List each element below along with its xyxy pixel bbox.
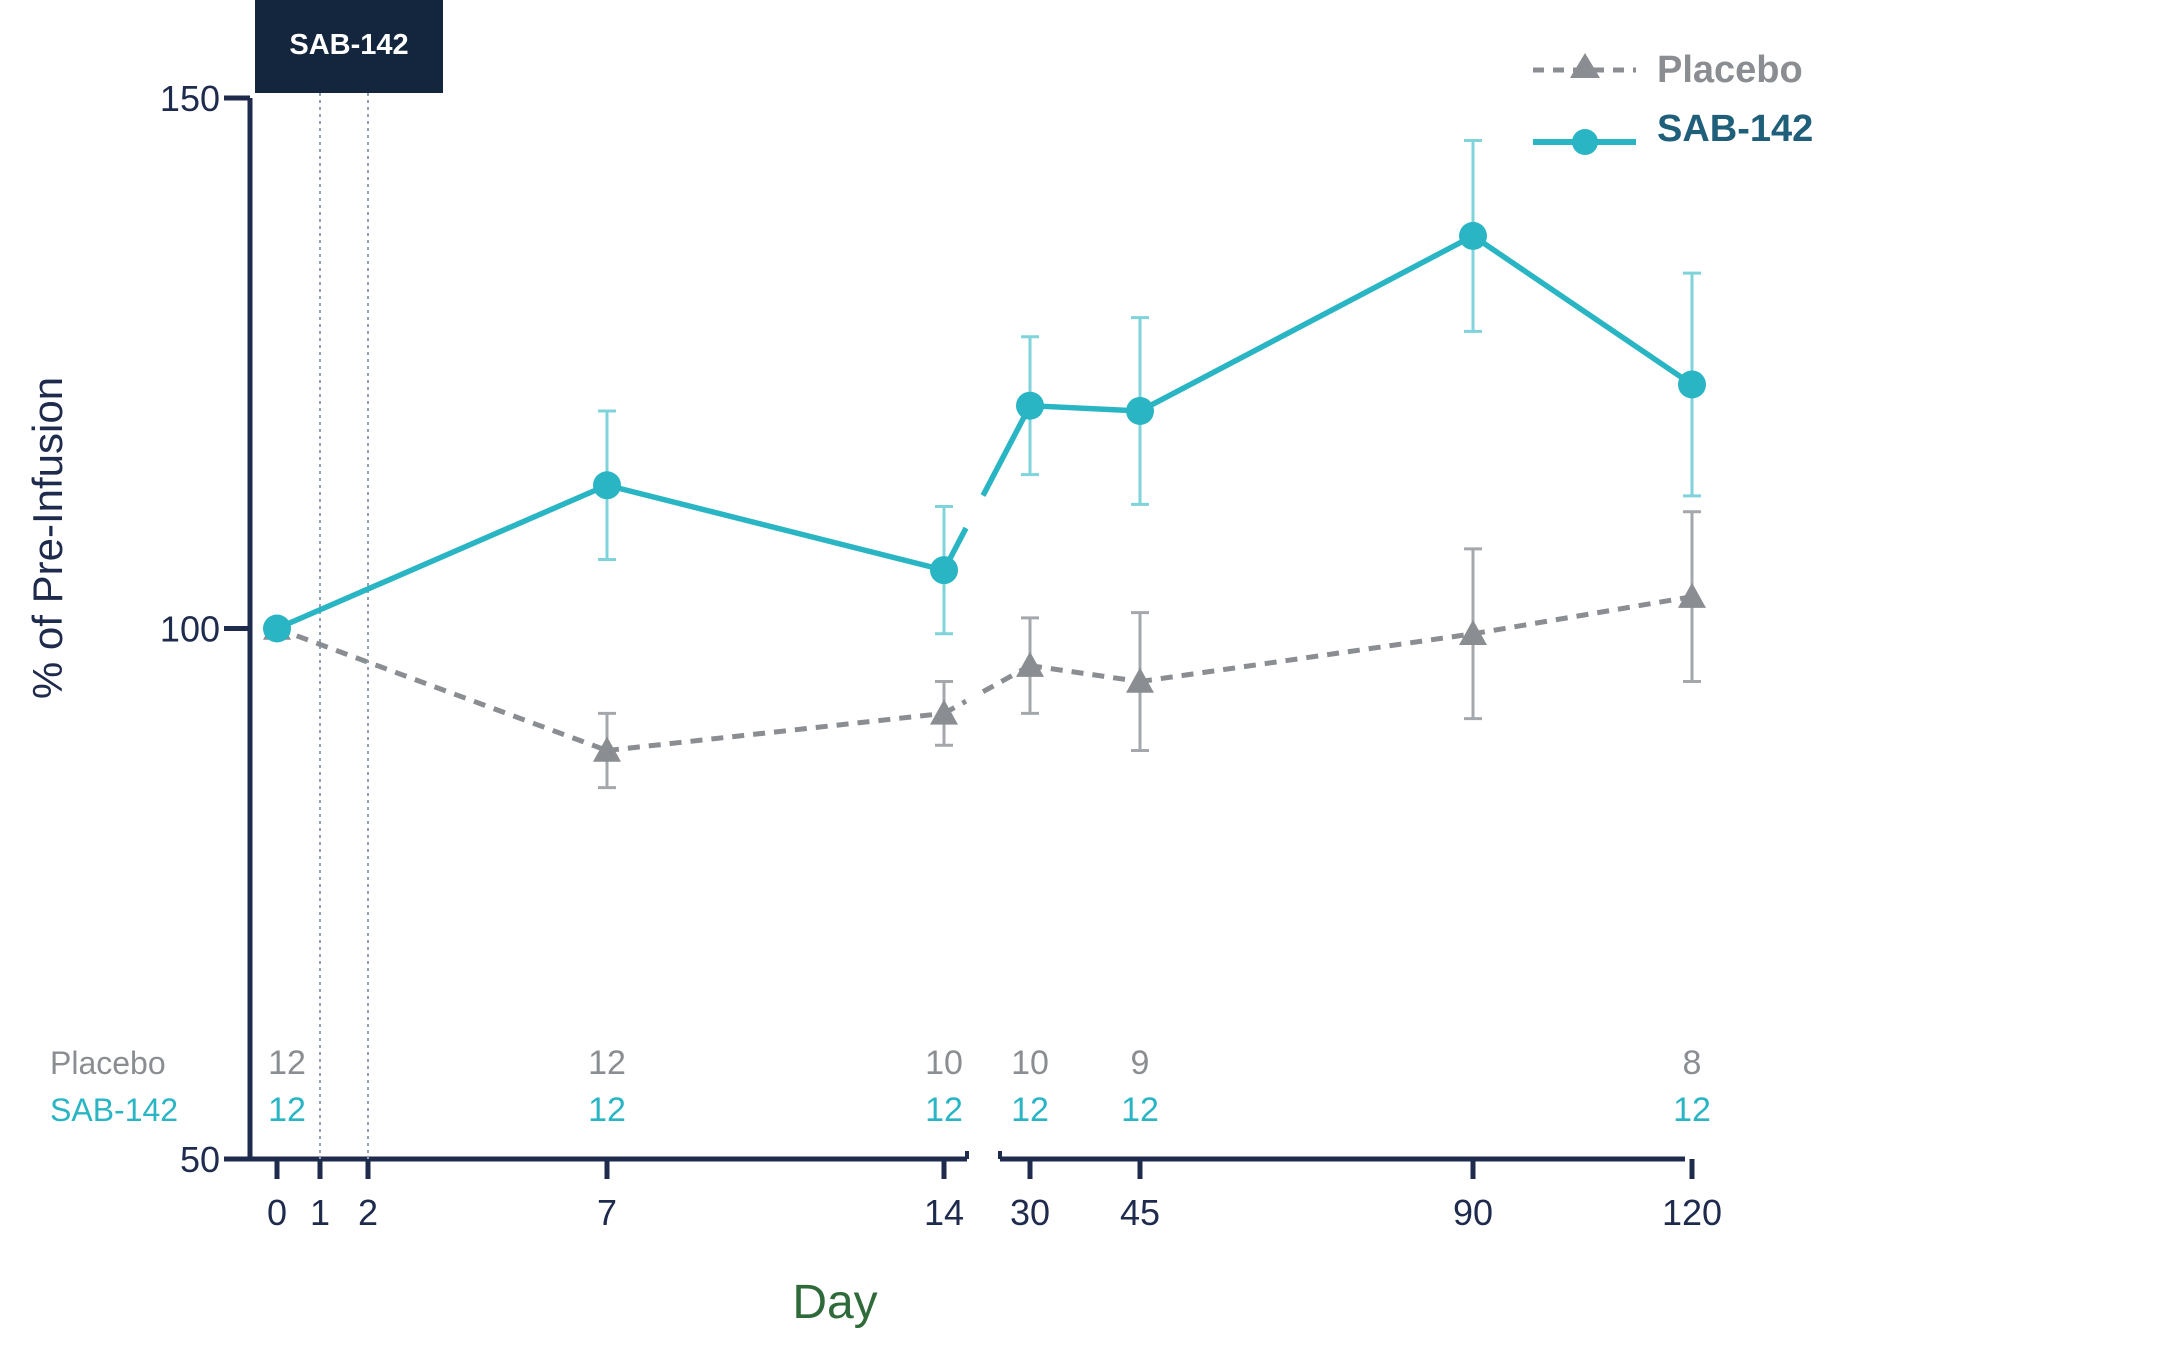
placebo-point [930, 699, 958, 725]
x-tick-label: 120 [1662, 1192, 1722, 1233]
sab-n-count: 12 [1121, 1091, 1159, 1129]
sab-n-count: 12 [268, 1091, 306, 1129]
sab-line-segment [1138, 233, 1475, 414]
n-row-label-placebo: Placebo [50, 1045, 166, 1081]
sab-line-segment [1471, 233, 1694, 387]
sab-n-count: 12 [588, 1091, 626, 1129]
x-tick-label: 2 [358, 1192, 378, 1233]
x-tick-label: 45 [1120, 1192, 1160, 1233]
x-tick-label: 0 [267, 1192, 287, 1233]
x-tick-label: 30 [1010, 1192, 1050, 1233]
x-tick-label: 90 [1453, 1192, 1493, 1233]
dosing-banner [255, 0, 443, 93]
placebo-n-count: 10 [925, 1044, 963, 1082]
sab-n-count: 12 [1011, 1091, 1049, 1129]
legend: Placebo SAB-142 [1533, 49, 1813, 155]
y-tick-label: 150 [160, 78, 220, 119]
x-axis-label: Day [792, 1276, 877, 1329]
sab-point [1126, 396, 1154, 425]
sab-line-segment [980, 404, 1033, 497]
sab-point [263, 614, 291, 643]
legend-sab-marker [1572, 129, 1598, 155]
placebo-point [1016, 651, 1044, 677]
x-tick-label: 14 [924, 1192, 964, 1233]
placebo-line-segment [1029, 663, 1141, 685]
legend-placebo-label: Placebo [1657, 49, 1803, 91]
sab-point [930, 556, 958, 585]
legend-sab-label: SAB-142 [1657, 108, 1813, 150]
placebo-line-segment [1139, 631, 1474, 685]
placebo-line-segment [606, 710, 945, 753]
sab-point [1016, 391, 1044, 420]
placebo-line-segment [1472, 594, 1693, 637]
dosing-banner-label: SAB-142 [289, 29, 408, 61]
placebo-n-count: 10 [1011, 1044, 1049, 1082]
placebo-point [1459, 619, 1487, 646]
sab-line-segment [275, 482, 609, 632]
placebo-point [1678, 582, 1706, 608]
placebo-n-count: 9 [1131, 1044, 1150, 1082]
placebo-n-count: 12 [268, 1044, 306, 1082]
sab-line-segment [606, 482, 945, 573]
sab-point [1459, 221, 1487, 250]
y-tick-label: 50 [180, 1139, 220, 1180]
placebo-point [1126, 667, 1154, 693]
placebo-line-segment [276, 626, 608, 753]
sab-n-count: 12 [1673, 1091, 1711, 1129]
n-row-label-sab: SAB-142 [50, 1092, 178, 1128]
x-tick-label: 1 [310, 1192, 330, 1233]
sab-point [1678, 370, 1706, 399]
y-axis-label: % of Pre-Infusion [24, 377, 71, 699]
x-tick-label: 7 [597, 1192, 617, 1233]
sab-point [593, 471, 621, 500]
placebo-n-count: 12 [588, 1044, 626, 1082]
placebo-n-count: 8 [1683, 1044, 1702, 1082]
y-tick-label: 100 [160, 609, 220, 650]
legend-placebo-marker [1570, 53, 1600, 78]
placebo-point [593, 736, 621, 762]
sab-line-segment [1029, 402, 1141, 414]
sab-n-count: 12 [925, 1091, 963, 1129]
